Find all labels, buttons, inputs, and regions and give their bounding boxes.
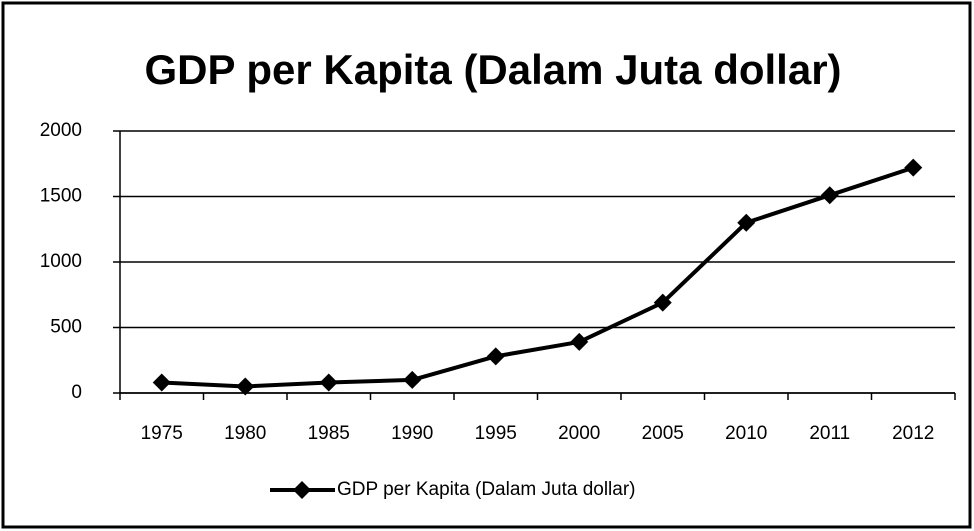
y-tick-label: 0 bbox=[71, 382, 82, 403]
x-tick-label: 2000 bbox=[558, 423, 600, 444]
data-line bbox=[161, 165, 914, 389]
data-point bbox=[403, 370, 422, 389]
data-point bbox=[737, 213, 756, 232]
chart-title: GDP per Kapita (Dalam Juta dollar) bbox=[144, 46, 841, 93]
data-point bbox=[904, 158, 923, 177]
data-point bbox=[486, 347, 505, 366]
x-tick-label: 1975 bbox=[141, 423, 183, 444]
data-point bbox=[236, 377, 255, 396]
x-tick-label: 1990 bbox=[391, 423, 433, 444]
x-tick-label: 1985 bbox=[308, 423, 350, 444]
x-tick-label: 2010 bbox=[725, 423, 767, 444]
x-tick-label: 1980 bbox=[224, 423, 266, 444]
y-tick-label: 1500 bbox=[40, 186, 82, 207]
legend-marker bbox=[293, 481, 311, 499]
x-tick-label: 2011 bbox=[809, 423, 850, 444]
data-point bbox=[820, 186, 839, 205]
x-tick-label: 2012 bbox=[892, 423, 934, 444]
data-point bbox=[319, 373, 338, 392]
data-point bbox=[152, 373, 171, 392]
data-point bbox=[570, 332, 589, 351]
data-point bbox=[653, 293, 672, 312]
x-tick-label: 1995 bbox=[475, 423, 517, 444]
legend-label: GDP per Kapita (Dalam Juta dollar) bbox=[337, 479, 636, 500]
y-tick-label: 500 bbox=[50, 317, 82, 338]
y-tick-label: 1000 bbox=[40, 251, 82, 272]
x-tick-label: 2005 bbox=[642, 423, 684, 444]
y-tick-label: 2000 bbox=[40, 120, 82, 141]
